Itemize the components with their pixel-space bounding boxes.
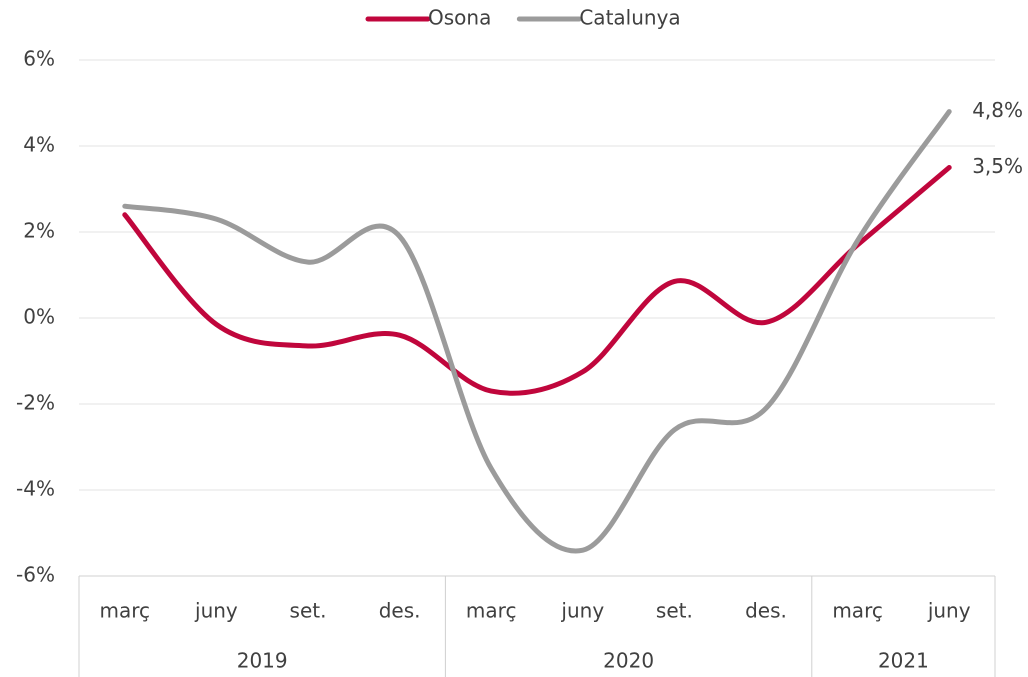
data-label: 4,8% xyxy=(972,98,1023,122)
series-line xyxy=(122,165,952,396)
x-tick-label: juny xyxy=(194,599,238,623)
y-tick-label: -2% xyxy=(16,391,55,415)
y-tick-label: 4% xyxy=(23,133,55,157)
x-tick-label: des. xyxy=(379,599,421,623)
x-tick-label: març xyxy=(832,599,883,623)
data-label: 3,5% xyxy=(972,154,1023,178)
x-group-label: 2021 xyxy=(878,649,929,673)
x-tick-label: març xyxy=(100,599,151,623)
y-tick-label: 2% xyxy=(23,219,55,243)
x-tick-label: juny xyxy=(560,599,604,623)
series-line xyxy=(122,109,952,554)
legend-label: Osona xyxy=(428,6,491,30)
legend-label: Catalunya xyxy=(579,6,680,30)
y-tick-label: -6% xyxy=(16,563,55,587)
x-tick-label: set. xyxy=(656,599,693,623)
x-group-label: 2020 xyxy=(603,649,654,673)
y-tick-label: -4% xyxy=(16,477,55,501)
x-tick-label: des. xyxy=(745,599,787,623)
x-tick-label: març xyxy=(466,599,517,623)
y-tick-label: 6% xyxy=(23,47,55,71)
x-group-label: 2019 xyxy=(237,649,288,673)
x-tick-label: set. xyxy=(290,599,327,623)
y-tick-label: 0% xyxy=(23,305,55,329)
x-tick-label: juny xyxy=(927,599,971,623)
